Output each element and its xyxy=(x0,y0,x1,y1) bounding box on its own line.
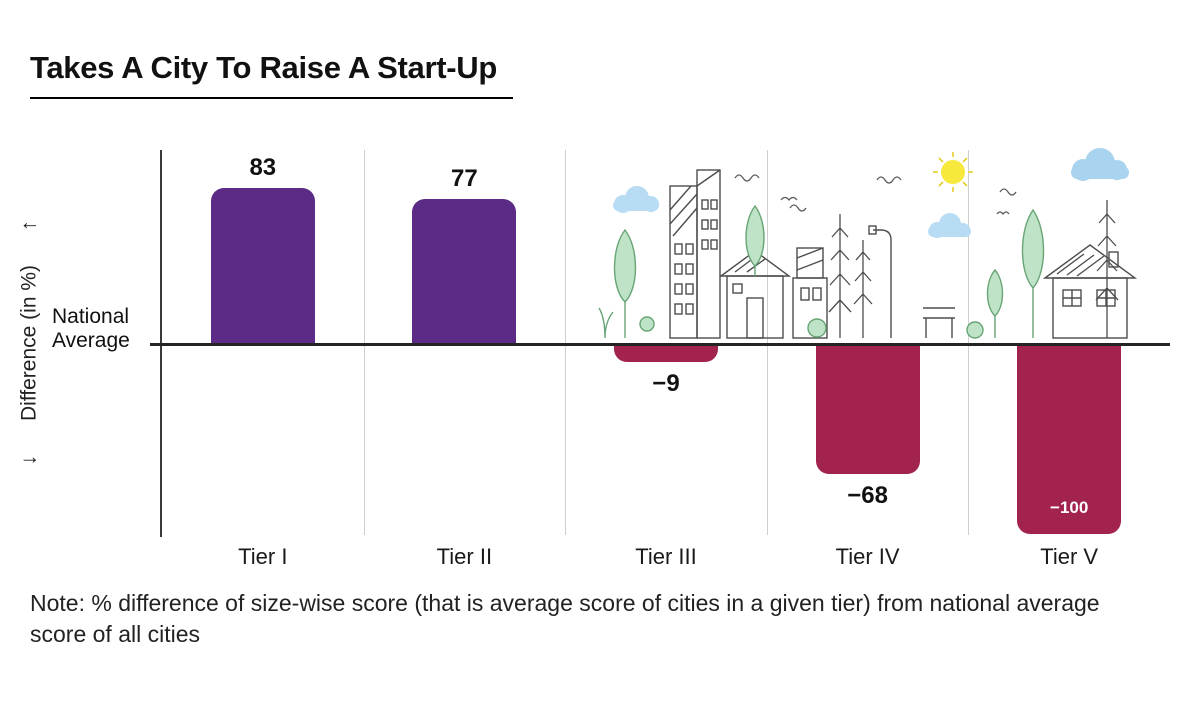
category-label-tier-i: Tier I xyxy=(238,544,288,569)
category-label-tier-iii: Tier III xyxy=(635,544,697,569)
gridline xyxy=(565,150,567,535)
squiggle-lines xyxy=(734,174,1017,212)
house-icon xyxy=(1042,244,1138,339)
category-label-tier-iv: Tier IV xyxy=(835,544,900,569)
axis-arrow-down-icon: ↓ xyxy=(17,454,41,466)
gridline xyxy=(766,150,768,535)
bar-value-label-tier-v: −100 xyxy=(1050,498,1089,517)
baseline xyxy=(150,343,1170,346)
y-axis-title: Difference (in %) xyxy=(17,264,41,421)
gridline xyxy=(363,150,365,535)
axis-arrow-up-icon: ↑ xyxy=(17,219,41,231)
bar-tier-i xyxy=(210,188,315,345)
tree-icon xyxy=(598,204,1045,339)
gridline xyxy=(968,150,970,535)
pine-tree-icon xyxy=(828,200,1119,338)
category-label-tier-v: Tier V xyxy=(1040,544,1099,569)
plot-area: 83 Tier I 77 Tier II −9 Tier III −68 Tier IV −10… xyxy=(162,148,1170,569)
bar-tier-v xyxy=(1017,345,1122,534)
bar-value-label-tier-ii: 77 xyxy=(451,165,478,193)
footnote: Note: % difference of size-wise score (t… xyxy=(30,590,1100,648)
building-icon xyxy=(792,247,828,339)
bar-value-label-tier-i: 83 xyxy=(249,154,277,182)
bar-value-label-tier-iv: −68 xyxy=(847,481,888,509)
y-axis-label: ↓ Difference (in %) ↑ xyxy=(6,150,52,535)
bar-tier-iv xyxy=(815,345,920,474)
category-label-tier-ii: Tier II xyxy=(436,544,493,569)
bench-icon xyxy=(923,307,955,338)
building-icon xyxy=(669,169,721,339)
cloud-icon xyxy=(1071,148,1129,181)
bar-value-label-tier-iii: −9 xyxy=(652,370,680,397)
cloud-icon xyxy=(928,213,971,238)
street-lamp-icon xyxy=(868,225,892,338)
chart-title: Takes A City To Raise A Start-Up xyxy=(30,50,513,99)
bar-tier-ii xyxy=(412,199,517,345)
cloud-icon xyxy=(613,186,659,213)
bar-tier-iii xyxy=(614,345,718,362)
sun-icon xyxy=(933,152,973,192)
baseline-label: National Average xyxy=(52,305,130,352)
cityscape-illustration xyxy=(598,148,1138,339)
birds-icon xyxy=(780,196,1010,216)
y-axis-label-rotated: ↓ Difference (in %) ↑ xyxy=(17,220,41,465)
